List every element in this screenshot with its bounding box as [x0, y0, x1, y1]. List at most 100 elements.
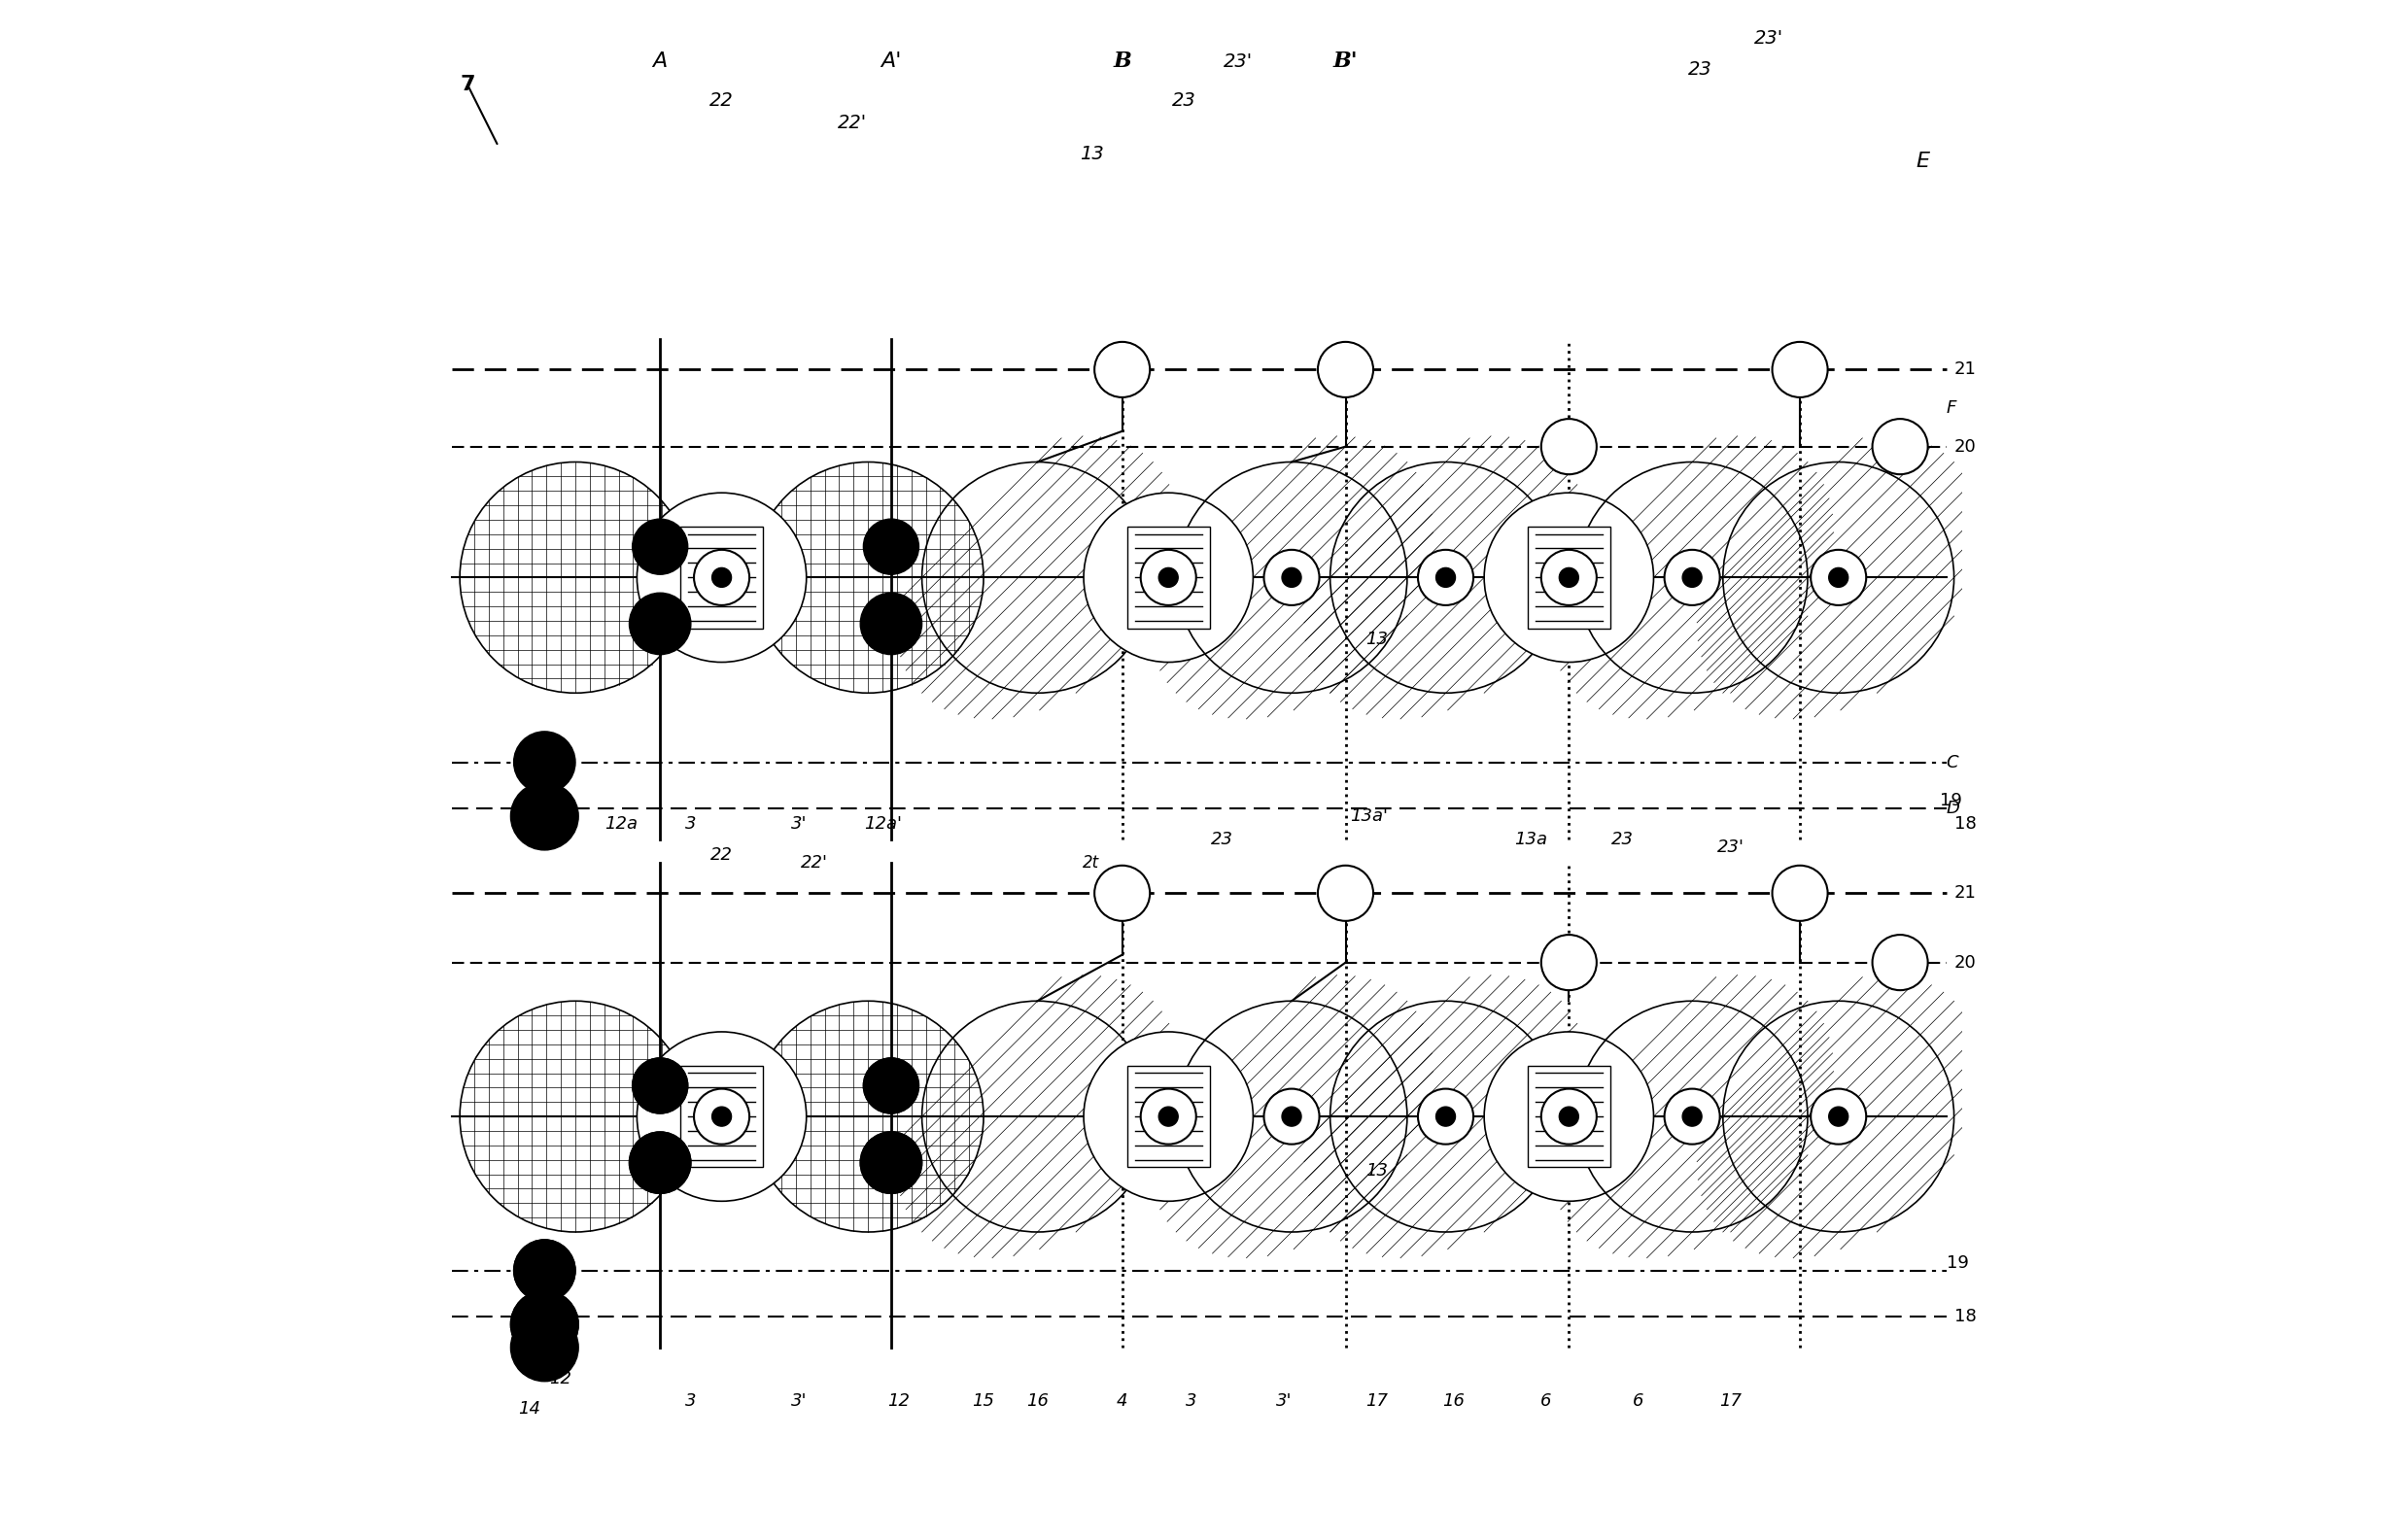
Text: 16: 16: [1442, 1392, 1466, 1411]
Circle shape: [510, 1314, 579, 1381]
Circle shape: [860, 1132, 922, 1194]
Text: 19: 19: [1947, 1254, 1968, 1272]
Circle shape: [1263, 1089, 1320, 1144]
Text: 22: 22: [710, 91, 734, 109]
Text: 3': 3': [791, 815, 808, 833]
Bar: [682, 527, 763, 628]
Circle shape: [1141, 1089, 1196, 1144]
Circle shape: [515, 732, 574, 793]
Circle shape: [1828, 1107, 1849, 1126]
Circle shape: [693, 1089, 748, 1144]
Text: A': A': [882, 52, 901, 71]
Text: 23': 23': [1718, 838, 1744, 856]
Text: 13a': 13a': [1349, 807, 1387, 825]
Circle shape: [1141, 550, 1196, 605]
Circle shape: [860, 593, 922, 654]
Circle shape: [1485, 493, 1654, 662]
Circle shape: [629, 1132, 691, 1194]
Text: 19: 19: [1940, 792, 1961, 810]
Text: 23: 23: [1611, 830, 1635, 849]
Circle shape: [860, 1132, 922, 1194]
Text: 17: 17: [1721, 1392, 1742, 1411]
Circle shape: [1084, 1032, 1253, 1201]
Circle shape: [515, 1240, 574, 1301]
Text: B': B': [1332, 51, 1358, 72]
Circle shape: [631, 1058, 689, 1113]
Text: 13a: 13a: [1513, 830, 1547, 849]
Circle shape: [1094, 342, 1151, 397]
Circle shape: [863, 1058, 920, 1113]
Circle shape: [1418, 550, 1473, 605]
Text: 12: 12: [886, 1392, 910, 1411]
Text: 21: 21: [1954, 360, 1976, 379]
Text: 14: 14: [517, 1400, 541, 1418]
Bar: [1127, 527, 1211, 628]
Circle shape: [510, 1291, 579, 1358]
Circle shape: [1663, 550, 1721, 605]
Circle shape: [1084, 493, 1253, 662]
Circle shape: [1773, 865, 1828, 921]
Text: 23: 23: [1687, 60, 1711, 79]
Text: A: A: [653, 52, 667, 71]
Circle shape: [1158, 1107, 1177, 1126]
Circle shape: [1318, 342, 1373, 397]
Circle shape: [1263, 550, 1320, 605]
Text: E: E: [1916, 152, 1930, 171]
Bar: [1127, 1066, 1211, 1167]
Circle shape: [1828, 568, 1849, 587]
Circle shape: [1873, 935, 1928, 990]
Text: D: D: [1947, 799, 1959, 818]
Circle shape: [1485, 1032, 1654, 1201]
Text: 6: 6: [1632, 1392, 1644, 1411]
Text: 12a': 12a': [865, 815, 903, 833]
Circle shape: [1682, 568, 1701, 587]
Text: 23': 23': [1754, 29, 1785, 48]
Text: 3: 3: [686, 1392, 696, 1411]
Text: C: C: [1947, 753, 1959, 772]
Circle shape: [713, 1107, 732, 1126]
Circle shape: [1437, 568, 1456, 587]
Circle shape: [1558, 568, 1578, 587]
Bar: [682, 1066, 763, 1167]
Circle shape: [1282, 568, 1301, 587]
Circle shape: [693, 550, 748, 605]
Text: F: F: [1947, 399, 1956, 417]
Text: 18: 18: [1954, 815, 1976, 833]
Text: 23: 23: [1211, 830, 1234, 849]
Circle shape: [631, 519, 689, 574]
Text: 3': 3': [791, 1392, 808, 1411]
Circle shape: [510, 782, 579, 850]
Circle shape: [629, 1132, 691, 1194]
Text: 6: 6: [1539, 1392, 1551, 1411]
Circle shape: [1094, 865, 1151, 921]
Circle shape: [863, 1058, 920, 1113]
Circle shape: [1418, 1089, 1473, 1144]
Text: 22: 22: [710, 845, 734, 864]
Text: 3: 3: [1187, 1392, 1196, 1411]
Text: 3: 3: [686, 815, 696, 833]
Circle shape: [1558, 1107, 1578, 1126]
Circle shape: [1437, 1107, 1456, 1126]
Text: 13: 13: [1365, 1161, 1387, 1180]
Circle shape: [636, 1032, 805, 1201]
Text: 4: 4: [1118, 1392, 1127, 1411]
Text: 22': 22': [801, 853, 827, 872]
Circle shape: [1773, 342, 1828, 397]
Circle shape: [510, 1291, 579, 1358]
Text: 3': 3': [1275, 1392, 1292, 1411]
Circle shape: [713, 568, 732, 587]
Text: 12: 12: [548, 1369, 572, 1388]
Text: 20: 20: [1954, 953, 1976, 972]
Text: 2t: 2t: [1082, 853, 1099, 872]
Circle shape: [631, 1058, 689, 1113]
Circle shape: [636, 493, 805, 662]
Text: 23: 23: [1172, 91, 1196, 109]
Text: B: B: [1113, 51, 1132, 72]
Text: 12a: 12a: [605, 815, 639, 833]
Text: 17: 17: [1365, 1392, 1387, 1411]
Circle shape: [1542, 1089, 1597, 1144]
Circle shape: [515, 1240, 574, 1301]
Text: 21: 21: [1954, 884, 1976, 902]
Circle shape: [1318, 865, 1373, 921]
Text: 7: 7: [460, 75, 474, 94]
